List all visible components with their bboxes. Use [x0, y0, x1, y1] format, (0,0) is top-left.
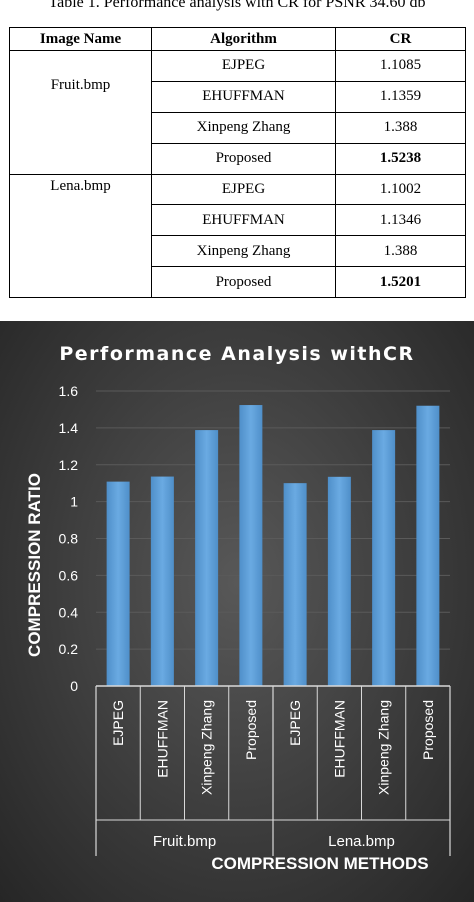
y-tick-label: 1	[70, 494, 78, 510]
bar	[150, 476, 174, 686]
bar	[239, 405, 263, 686]
table-row: Xinpeng Zhang 1.388	[10, 111, 466, 144]
bar	[283, 483, 307, 686]
x-tick-label: Xinpeng Zhang	[376, 700, 392, 795]
table-row: EHUFFMAN 1.1359	[10, 80, 466, 113]
x-group-label: Lena.bmp	[328, 833, 395, 850]
y-tick-label: 0.2	[59, 641, 79, 657]
table-row: Proposed 1.5238	[10, 142, 466, 175]
x-tick-label: EJPEG	[110, 700, 126, 746]
x-tick-label: EHUFFMAN	[154, 700, 170, 778]
table-row: EHUFFMAN 1.1346	[10, 204, 466, 237]
x-axis-label: COMPRESSION METHODS	[211, 854, 428, 873]
algorithm-cell: EHUFFMAN	[151, 204, 336, 237]
y-axis-label: COMPRESSION RATIO	[25, 473, 44, 657]
cr-cell: 1.1346	[335, 204, 466, 237]
algorithm-cell: Xinpeng Zhang	[151, 111, 336, 144]
algorithm-cell: Proposed	[151, 142, 336, 175]
y-tick-label: 0	[70, 678, 78, 694]
cr-cell: 1.388	[335, 111, 466, 144]
image-name-text: Lena.bmp	[50, 177, 111, 194]
cr-cell: 1.388	[335, 235, 466, 268]
y-tick-label: 1.6	[59, 383, 79, 399]
header-cr: CR	[335, 27, 466, 51]
header-image-name: Image Name	[9, 27, 152, 51]
table-header-row: Image Name Algorithm CR	[9, 27, 466, 51]
table-caption: Table 1. Performance analysis with CR fo…	[0, 0, 474, 26]
cr-cell: 1.1085	[335, 50, 466, 82]
x-group-label: Fruit.bmp	[153, 833, 216, 850]
bar	[195, 430, 219, 686]
bar	[327, 476, 351, 686]
cr-cell: 1.1002	[335, 173, 466, 206]
image-name-text: Fruit.bmp	[50, 77, 111, 93]
x-tick-label: Proposed	[420, 700, 436, 760]
cr-cell: 1.5238	[335, 142, 466, 175]
bar	[416, 405, 440, 686]
chart-title: Performance Analysis withCR	[59, 343, 414, 365]
algorithm-cell: Xinpeng Zhang	[151, 235, 336, 268]
algorithm-cell: EJPEG	[151, 50, 336, 82]
x-axis-category-labels: EJPEG EHUFFMAN Xinpeng Zhang Proposed EJPEG E…	[110, 700, 436, 795]
algorithm-cell: EHUFFMAN	[151, 80, 336, 113]
y-tick-label: 0.4	[59, 604, 79, 620]
table-row: Proposed 1.5201	[10, 266, 466, 298]
gridlines	[96, 390, 450, 650]
chart-panel: Performance Analysis withCR 0 0.2 0.4 0.6 0.…	[0, 321, 474, 902]
bar-chart: Performance Analysis withCR 0 0.2 0.4 0.6 0.…	[25, 343, 451, 873]
table-caption-text: Table 1. Performance analysis with CR fo…	[48, 0, 426, 11]
table-row: Fruit.bmp EJPEG 1.1085	[9, 50, 466, 175]
performance-table: Image Name Algorithm CR Fruit.bmp EJPEG …	[9, 27, 466, 298]
x-axis-frame	[95, 685, 451, 856]
bars	[106, 405, 440, 686]
x-tick-label: Xinpeng Zhang	[199, 700, 215, 795]
table-row: Lena.bmp EJPEG 1.1002	[9, 173, 466, 298]
x-tick-label: EJPEG	[287, 700, 303, 746]
x-tick-label: EHUFFMAN	[331, 700, 347, 778]
cr-cell: 1.1359	[335, 80, 466, 113]
y-tick-label: 1.4	[59, 420, 79, 436]
algorithm-cell: Proposed	[151, 266, 336, 298]
bar	[106, 481, 130, 686]
y-tick-label: 1.2	[59, 457, 79, 473]
table-row: Xinpeng Zhang 1.388	[10, 235, 466, 268]
header-algorithm: Algorithm	[151, 27, 336, 51]
cr-cell: 1.5201	[335, 266, 466, 298]
bar	[372, 430, 396, 686]
image-name-cell: Lena.bmp	[9, 173, 152, 298]
image-name-cell: Fruit.bmp	[9, 50, 152, 175]
algorithm-cell: EJPEG	[151, 173, 336, 206]
x-axis-group-labels: Fruit.bmp Lena.bmp	[153, 833, 395, 850]
y-tick-label: 0.8	[59, 531, 79, 547]
y-axis-ticks: 0 0.2 0.4 0.6 0.8 1 1.2 1.4 1.6	[59, 383, 79, 694]
x-tick-label: Proposed	[243, 700, 259, 760]
y-tick-label: 0.6	[59, 567, 79, 583]
